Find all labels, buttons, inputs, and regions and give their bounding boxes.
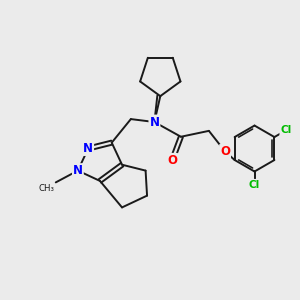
Text: CH₃: CH₃ [38, 184, 54, 193]
Text: Cl: Cl [280, 125, 292, 135]
Text: N: N [83, 142, 93, 155]
Text: O: O [167, 154, 177, 167]
Text: N: N [149, 116, 159, 128]
Text: N: N [73, 164, 83, 177]
Text: Cl: Cl [249, 180, 260, 190]
Text: O: O [220, 145, 230, 158]
